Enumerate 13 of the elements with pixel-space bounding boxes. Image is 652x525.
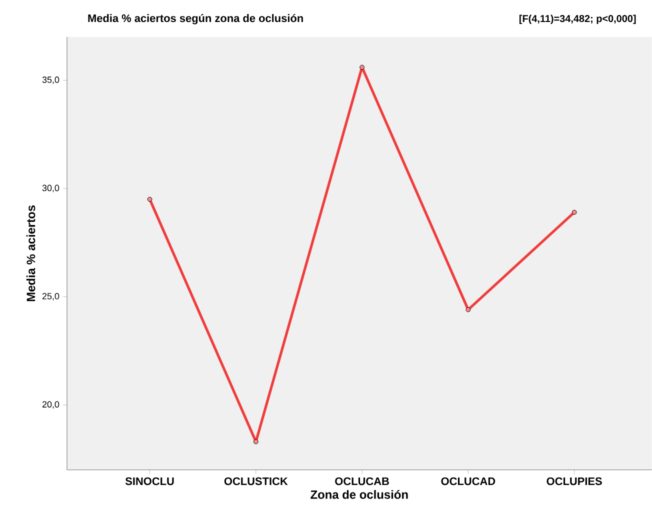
chart-title: Media % aciertos según zona de oclusión xyxy=(88,14,303,24)
x-tick-label: OCLUPIES xyxy=(546,477,602,486)
y-axis-title: Media % aciertos xyxy=(26,206,36,302)
x-tick-label: OCLUCAD xyxy=(441,477,496,486)
x-tick-label: OCLUSTICK xyxy=(224,477,288,486)
x-tick-label: OCLUCAB xyxy=(335,477,389,486)
y-tick-label: 35,0 xyxy=(42,76,60,84)
text: [F(4,11)=34,482; p<0,000] xyxy=(519,14,636,24)
y-tick-label: 20,0 xyxy=(42,401,60,409)
x-axis-title: Zona de oclusión xyxy=(310,490,408,499)
y-tick-label: 25,0 xyxy=(42,293,60,300)
y-tick-label: 30,0 xyxy=(42,184,60,192)
x-tick-label: SINOCLU xyxy=(125,477,174,486)
